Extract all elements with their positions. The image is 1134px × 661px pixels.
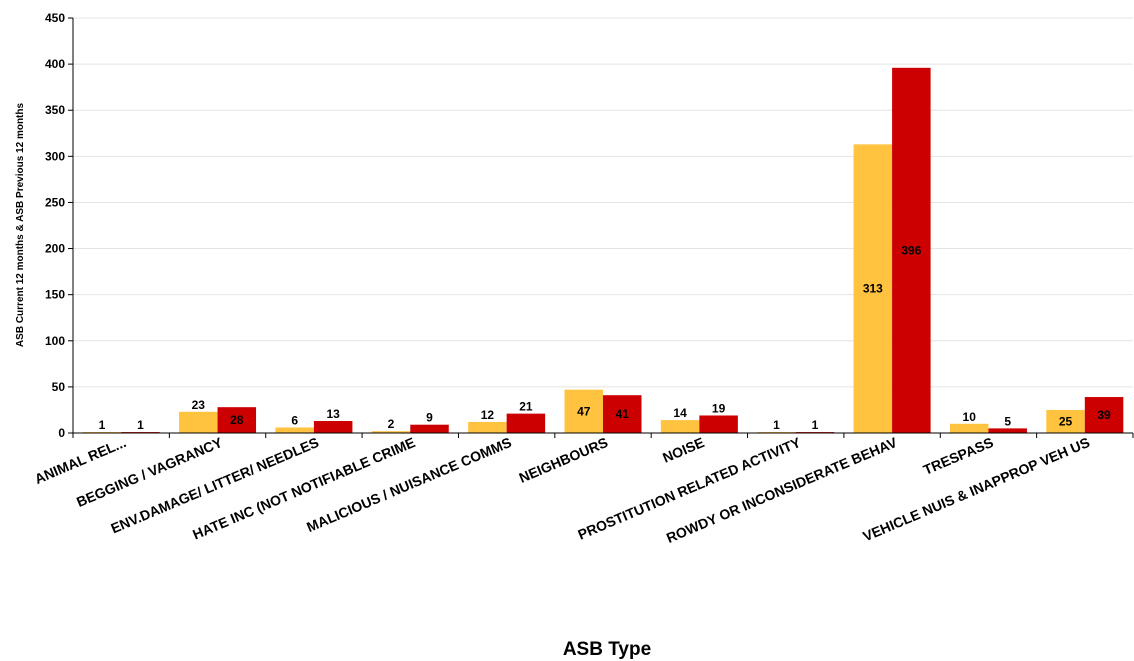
data-label: 23: [192, 398, 206, 412]
y-tick-label: 200: [45, 242, 65, 256]
data-label: 14: [673, 406, 687, 420]
bars: [82, 67, 1124, 434]
bar: [371, 431, 411, 433]
data-label: 2: [388, 417, 395, 431]
x-tick-labels: ANIMAL REL...BEGGING / VAGRANCYENV.DAMAG…: [32, 434, 1092, 546]
bar: [313, 421, 353, 433]
bar: [853, 144, 893, 433]
data-label: 1: [137, 418, 144, 432]
bar: [506, 413, 546, 433]
x-axis-title: ASB Type: [563, 639, 651, 660]
x-tick-label: NEIGHBOURS: [517, 434, 611, 486]
data-label: 19: [712, 401, 726, 415]
x-tick-label: TRESPASS: [921, 434, 996, 478]
y-tick-label: 400: [45, 57, 65, 71]
bar: [988, 428, 1027, 433]
y-tick-label: 450: [45, 11, 65, 25]
bar: [1046, 409, 1085, 433]
data-label: 21: [519, 400, 533, 414]
y-axis-title: ASB Current 12 months & ASB Previous 12 …: [15, 103, 26, 348]
bar: [179, 411, 218, 433]
bar: [892, 67, 931, 434]
bar: [275, 427, 314, 433]
data-label: 6: [291, 413, 298, 427]
x-tick-label: NOISE: [660, 434, 706, 466]
bar: [603, 395, 642, 433]
data-label: 47: [577, 404, 591, 418]
axes: [68, 17, 1134, 438]
data-label: 12: [481, 408, 495, 422]
bar: [660, 420, 700, 433]
y-tick-label: 250: [45, 195, 65, 209]
gridlines: [73, 17, 1133, 388]
bar: [217, 407, 257, 433]
data-label: 41: [616, 407, 630, 421]
data-label: 1: [773, 418, 780, 432]
data-label: 9: [426, 411, 433, 425]
data-label: 5: [1004, 414, 1011, 428]
y-tick-label: 100: [45, 334, 65, 348]
y-tick-labels: 0 50 100 150 200 250 300 350 400 450: [45, 11, 65, 440]
data-label: 28: [230, 413, 244, 427]
data-label: 39: [1097, 408, 1111, 422]
data-label: 25: [1059, 414, 1073, 428]
bar: [949, 423, 989, 433]
data-labels: 1 1 23 28 6 13 2 9 12 21 47 41 14 19 1 1 313 396 10 5 25 39: [99, 243, 1111, 432]
bar: [468, 421, 507, 433]
y-tick-label: 350: [45, 103, 65, 117]
y-tick-label: 150: [45, 288, 65, 302]
data-label: 1: [99, 418, 106, 432]
data-label: 313: [863, 282, 883, 296]
y-tick-label: 50: [52, 380, 66, 394]
data-label: 13: [326, 407, 340, 421]
bar: [410, 424, 449, 433]
data-label: 10: [963, 410, 977, 424]
data-label: 1: [812, 418, 819, 432]
data-label: 396: [901, 243, 921, 257]
y-tick-label: 0: [58, 426, 65, 440]
y-tick-label: 300: [45, 149, 65, 163]
bar: [1084, 397, 1124, 433]
bar: [564, 389, 603, 433]
bar: [699, 415, 738, 433]
